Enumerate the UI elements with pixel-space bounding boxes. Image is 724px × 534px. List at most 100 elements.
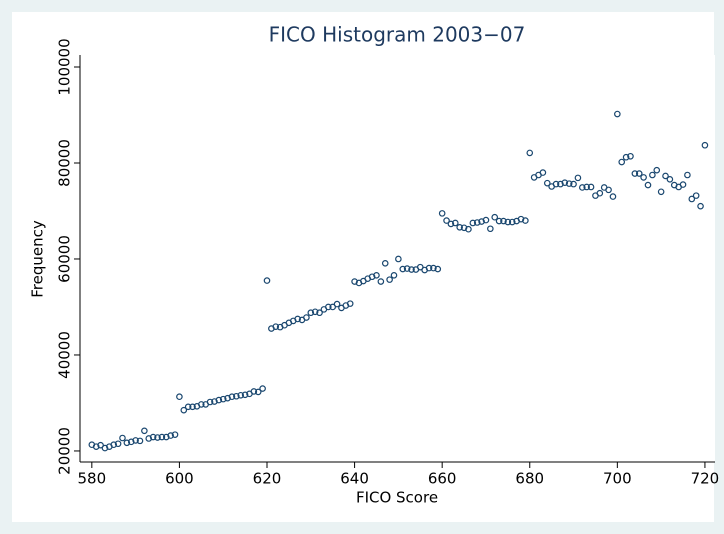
point [416,263,424,271]
point [565,180,573,187]
point [395,255,402,263]
point [346,300,354,307]
point [508,218,516,226]
point [368,273,376,281]
point [381,259,389,267]
point [136,437,144,445]
point [114,440,122,448]
point [500,217,507,225]
point [522,217,529,224]
point [618,158,626,166]
point [605,186,612,194]
point [228,393,236,401]
point [557,180,564,188]
point [176,393,183,401]
point [206,398,214,406]
point [552,180,560,188]
point [127,438,135,446]
x-tick-label: 640 [340,470,369,488]
point [679,181,687,188]
point [526,149,534,157]
point [254,388,262,396]
point [430,264,437,272]
point [198,401,205,408]
y-tick-label: 20000 [56,427,74,475]
point [92,443,100,450]
x-tick-label: 600 [165,470,194,488]
point [443,217,450,224]
point [329,303,336,311]
point [434,265,442,273]
y-tick-label: 80000 [56,139,74,187]
point [219,395,227,403]
point [482,216,490,224]
point [403,265,411,272]
point [666,176,674,183]
point [119,434,126,442]
point [272,323,280,330]
point [263,277,271,284]
point [408,266,415,273]
point [316,309,323,317]
point [425,264,433,272]
x-axis-label: FICO Score [356,489,438,507]
point [495,217,503,225]
point [469,219,477,227]
point [224,394,231,402]
point [688,195,696,203]
point [180,406,188,414]
point [149,433,157,441]
point [465,225,472,233]
point [184,403,192,411]
point [543,179,551,187]
point [631,170,639,177]
point [684,171,691,179]
point [649,171,656,179]
y-tick-label: 40000 [56,331,74,379]
point [561,179,569,186]
point [386,276,393,283]
point [158,433,166,441]
point [614,110,621,118]
point [447,220,455,228]
point [171,431,179,438]
point [574,174,582,182]
point [517,215,525,223]
point [123,439,131,447]
y-axis-label: Frequency [29,220,47,298]
point [635,170,643,177]
point [311,308,319,316]
point [162,433,170,441]
point [697,202,704,210]
point [303,314,310,321]
point [460,224,468,232]
point [110,441,118,449]
point [377,278,385,285]
point [491,213,499,221]
point [692,192,700,199]
point [101,444,109,452]
point [473,219,481,226]
point [583,183,590,191]
x-tick-label: 700 [603,470,632,488]
point [211,398,218,405]
point [351,278,358,285]
point [609,193,617,200]
point [504,218,512,226]
point [167,432,174,439]
y-tick-label: 60000 [56,235,74,283]
x-tick-label: 720 [691,470,720,488]
point [596,189,604,197]
point [250,388,258,395]
point [456,224,463,231]
point [539,169,547,176]
point [627,152,634,160]
point [307,309,315,317]
x-tick-label: 620 [253,470,282,488]
point [640,174,647,181]
point [241,391,249,399]
plot-region [80,55,715,462]
point [325,303,332,311]
point [237,391,245,399]
